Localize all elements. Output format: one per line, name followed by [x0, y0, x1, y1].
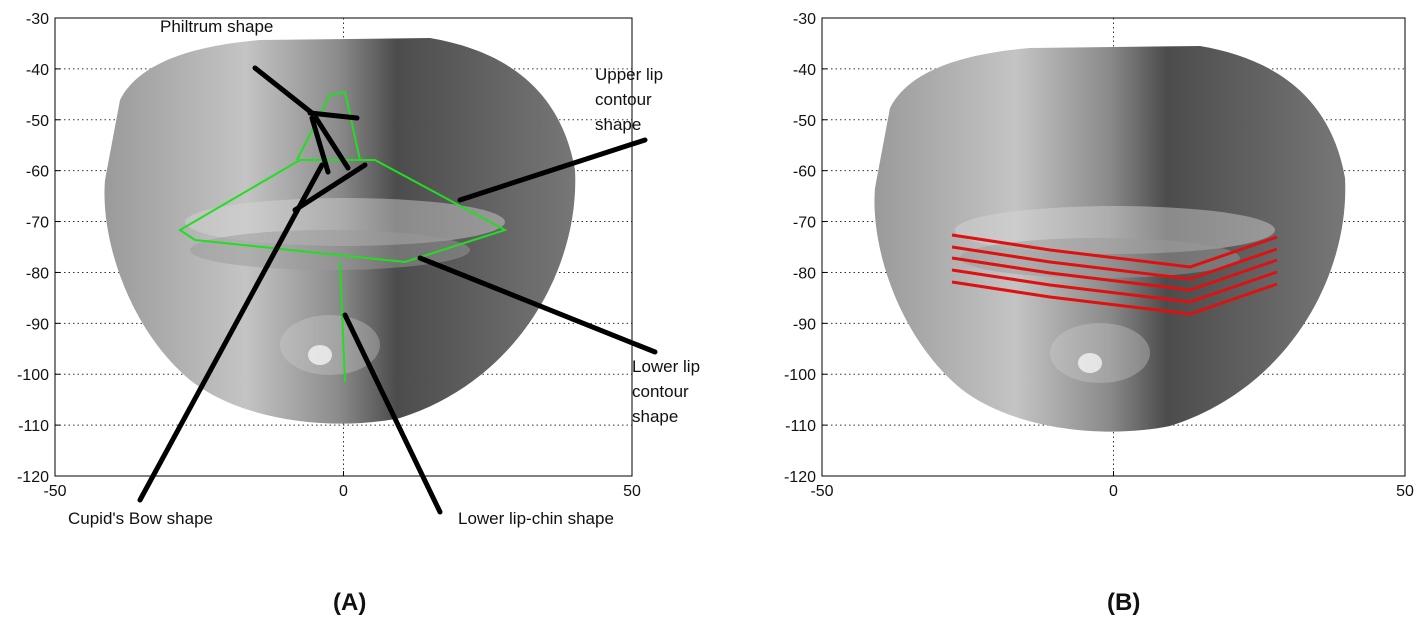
x-tick-label: 0: [1109, 483, 1118, 500]
panel: -30-40-50-60-70-80-90-100-110-120-50 0 50P…: [17, 11, 700, 616]
annotation: Lower lip contour shape: [632, 357, 700, 426]
y-tick-label: -50: [26, 113, 49, 130]
y-tick-label: -110: [18, 418, 49, 435]
y-tick-label: -40: [793, 62, 816, 79]
annotation-line: Upper lip: [595, 65, 663, 84]
x-tick-label: 50: [1396, 483, 1414, 500]
y-tick-label: -50: [793, 113, 816, 130]
y-tick-label: -80: [793, 265, 816, 282]
annotation: Philtrum shape: [160, 17, 273, 36]
annotation: Lower lip-chin shape: [458, 509, 614, 528]
y-tick-label: -90: [26, 316, 49, 333]
y-tick-label: -90: [793, 316, 816, 333]
annotation-line: contour: [595, 90, 652, 109]
y-tick-label: -110: [785, 418, 816, 435]
pointers: [137, 65, 658, 515]
y-tick-label: -60: [26, 164, 49, 181]
annotation-line: Philtrum shape: [160, 17, 273, 36]
y-tick-label: -40: [26, 62, 49, 79]
y-tick-label: -100: [784, 367, 816, 384]
y-tick-label: -100: [17, 367, 49, 384]
panel-label: (A): [333, 589, 366, 616]
trace-lines: [951, 233, 1278, 316]
axes-box: [821, 17, 1406, 477]
annotation-line: shape: [595, 115, 641, 134]
y-tick-label: -30: [26, 11, 49, 28]
axes-box: [54, 17, 633, 477]
x-tick-label: 50: [623, 483, 641, 500]
annotation-line: shape: [632, 407, 678, 426]
y-tick-label: -30: [793, 11, 816, 28]
x-tick-label: 0: [339, 483, 348, 500]
y-tick-label: -120: [784, 469, 816, 486]
annotation-line: Lower lip: [632, 357, 700, 376]
x-tick-label: -50: [810, 483, 833, 500]
y-tick-label: -70: [26, 215, 49, 232]
annotation: Upper lip contour shape: [595, 65, 663, 134]
annotation-line: Lower lip-chin shape: [458, 509, 614, 528]
panel: -30-40-50-60-70-80-90-100-110-120-50 0 50(…: [784, 11, 1414, 616]
annotation: Cupid's Bow shape: [68, 509, 213, 528]
annotation-line: contour: [632, 382, 689, 401]
y-tick-label: -80: [26, 265, 49, 282]
panel-label: (B): [1107, 589, 1140, 616]
y-tick-label: -120: [17, 469, 49, 486]
y-tick-label: -70: [793, 215, 816, 232]
y-tick-label: -60: [793, 164, 816, 181]
x-tick-label: -50: [43, 483, 66, 500]
annotation-line: Cupid's Bow shape: [68, 509, 213, 528]
